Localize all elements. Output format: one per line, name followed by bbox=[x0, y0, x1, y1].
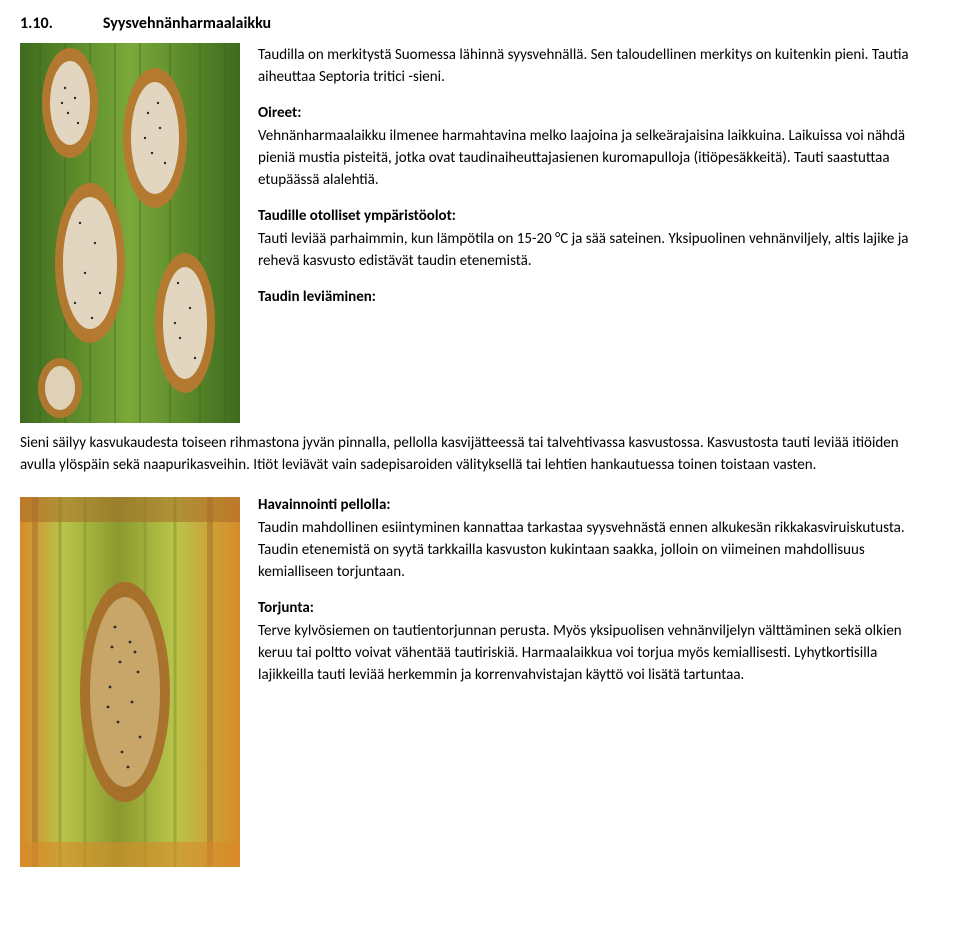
section-number: 1.10. bbox=[20, 12, 53, 35]
section-title: Syysvehnänharmaalaikku bbox=[103, 12, 271, 35]
leviaminen-paragraph: Sieni säilyy kasvukaudesta toiseen rihma… bbox=[20, 433, 930, 477]
top-block: Taudilla on merkitystä Suomessa lähinnä … bbox=[20, 43, 930, 429]
bottom-block: Havainnointi pellolla: Taudin mahdolline… bbox=[20, 493, 930, 873]
leaf-disease-top-icon bbox=[20, 43, 240, 423]
leaf-lesions-top-image bbox=[20, 43, 240, 423]
section-header: 1.10. Syysvehnänharmaalaikku bbox=[20, 12, 930, 35]
leaf-disease-bottom-icon bbox=[20, 497, 240, 867]
leaf-lesions-bottom-image bbox=[20, 497, 240, 867]
